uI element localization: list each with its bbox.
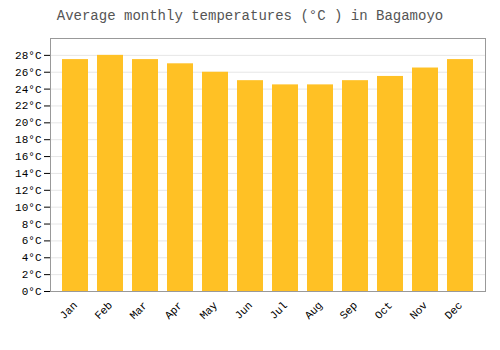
svg-text:May: May	[198, 299, 221, 322]
svg-text:Sep: Sep	[338, 299, 360, 321]
svg-text:Mar: Mar	[128, 299, 150, 321]
svg-text:Jan: Jan	[58, 299, 80, 321]
svg-text:28°C: 28°C	[15, 50, 42, 62]
svg-text:8°C: 8°C	[22, 219, 42, 231]
svg-text:Feb: Feb	[93, 299, 115, 321]
svg-text:20°C: 20°C	[15, 117, 42, 129]
svg-text:16°C: 16°C	[15, 151, 42, 163]
svg-text:26°C: 26°C	[15, 67, 42, 79]
svg-text:14°C: 14°C	[15, 168, 42, 180]
svg-text:4°C: 4°C	[22, 252, 42, 264]
svg-text:Nov: Nov	[408, 299, 431, 322]
svg-text:12°C: 12°C	[15, 185, 42, 197]
svg-text:6°C: 6°C	[22, 235, 42, 247]
svg-text:Jun: Jun	[233, 299, 255, 321]
svg-text:0°C: 0°C	[22, 286, 42, 298]
svg-text:Aug: Aug	[303, 299, 325, 321]
svg-text:Oct: Oct	[373, 299, 395, 321]
svg-text:Apr: Apr	[163, 299, 185, 321]
svg-text:24°C: 24°C	[15, 84, 42, 96]
svg-text:10°C: 10°C	[15, 202, 42, 214]
html-text:Average monthly temperatures (: Average monthly temperatures (°C ) in Ba…	[56, 8, 444, 24]
svg-text:22°C: 22°C	[15, 100, 42, 112]
svg-text:Jul: Jul	[268, 299, 290, 321]
svg-text:2°C: 2°C	[22, 269, 42, 281]
svg-text:18°C: 18°C	[15, 134, 42, 146]
svg-text:Dec: Dec	[443, 299, 465, 321]
